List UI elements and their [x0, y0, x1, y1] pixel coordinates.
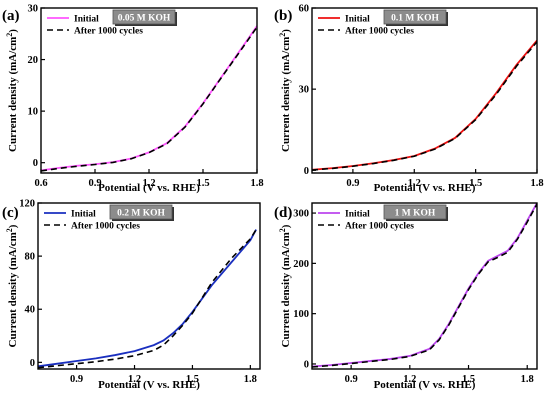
series-line-initial — [312, 39, 537, 171]
condition-label: 1 M KOH — [395, 209, 436, 219]
condition-label: 0.1 M KOH — [391, 14, 439, 24]
x-tick-label: 1.5 — [469, 178, 482, 189]
x-tick-label: 0.9 — [346, 178, 359, 189]
panel-label: (a) — [2, 8, 20, 24]
y-axis-label: Current density (mA/cm2) — [278, 224, 293, 347]
y-tick-label: 100 — [293, 309, 309, 320]
plot-frame — [311, 202, 538, 370]
panel-1: 0.9 1.2 1.5 1.8 0 30 60 Potential (V vs. RHE) Cu… — [274, 4, 544, 195]
panel-0: 0.6 0.9 1.2 1.5 1.8 0 10 20 30 Potential (V vs. R… — [2, 4, 264, 195]
series-line-after-cycles — [41, 26, 257, 172]
plot-frame — [37, 202, 261, 370]
x-tick-label: 0.9 — [345, 374, 358, 385]
series-line-after-cycles — [312, 41, 537, 171]
series-line-initial — [41, 25, 257, 172]
legend-entry: After 1000 cycles — [345, 27, 414, 37]
series-line-after-cycles — [312, 203, 537, 368]
y-tick-label: 40 — [25, 305, 36, 316]
panel-label: (d) — [274, 205, 292, 221]
y-tick-label: 120 — [19, 199, 35, 210]
x-tick-label: 1.8 — [530, 178, 543, 189]
panel-label: (b) — [274, 8, 292, 24]
y-tick-label: 0 — [304, 359, 309, 370]
condition-badge — [109, 204, 173, 220]
plot-frame — [311, 7, 538, 174]
x-axis-label: Potential (V vs. RHE) — [98, 182, 200, 194]
y-tick-label: 30 — [28, 4, 39, 15]
condition-badge — [112, 9, 176, 25]
x-tick-label: 0.9 — [88, 178, 101, 189]
y-tick-label: 20 — [28, 55, 39, 66]
x-tick-label: 1.5 — [196, 178, 209, 189]
condition-badge — [383, 204, 447, 220]
x-tick-label: 0.9 — [70, 374, 83, 385]
series-line-initial — [38, 229, 257, 368]
legend-entry: After 1000 cycles — [71, 222, 140, 232]
y-tick-label: 80 — [25, 252, 36, 263]
panel-label: (c) — [2, 205, 19, 221]
x-axis-label: Potential (V vs. RHE) — [374, 182, 476, 194]
panel-3: 0.9 1.2 1.5 1.8 0 100 200 300 Potential (V vs. R… — [274, 202, 538, 391]
legend-entry: Initial — [345, 210, 370, 220]
legend-entry: Initial — [74, 15, 99, 25]
y-tick-label: 60 — [299, 4, 310, 15]
y-tick-label: 0 — [30, 358, 35, 369]
x-tick-label: 1.2 — [128, 374, 141, 385]
y-axis-label: Current density (mA/cm2) — [278, 29, 293, 152]
y-tick-label: 10 — [28, 107, 39, 118]
condition-label: 0.05 M KOH — [118, 14, 171, 24]
y-tick-label: 0 — [304, 166, 309, 177]
series-line-after-cycles — [38, 229, 257, 369]
x-tick-label: 1.8 — [521, 374, 534, 385]
legend-entry: After 1000 cycles — [74, 27, 143, 37]
x-tick-label: 1.5 — [462, 374, 475, 385]
y-axis-label: Current density (mA/cm2) — [5, 29, 20, 152]
x-tick-label: 1.2 — [142, 178, 155, 189]
x-tick-label: 1.8 — [250, 178, 263, 189]
y-tick-label: 0 — [33, 158, 38, 169]
panel-2: 0.9 1.2 1.5 1.8 0 40 80 120 Potential (V vs. RHE… — [2, 199, 261, 391]
y-tick-label: 300 — [293, 209, 309, 220]
x-tick-label: 1.5 — [186, 374, 199, 385]
y-tick-label: 30 — [299, 85, 310, 96]
condition-label: 0.2 M KOH — [117, 209, 165, 219]
y-tick-label: 200 — [293, 259, 309, 270]
x-tick-label: 1.2 — [403, 374, 416, 385]
legend-entry: After 1000 cycles — [345, 222, 414, 232]
condition-badge — [383, 9, 447, 25]
x-axis-label: Potential (V vs. RHE) — [98, 379, 200, 391]
x-tick-label: 1.8 — [244, 374, 257, 385]
x-axis-label: Potential (V vs. RHE) — [374, 379, 476, 391]
y-axis-label: Current density (mA/cm2) — [5, 224, 20, 347]
x-tick-label: 0.6 — [34, 178, 47, 189]
x-tick-label: 1.2 — [408, 178, 421, 189]
legend-entry: Initial — [345, 15, 370, 25]
legend-entry: Initial — [71, 210, 96, 220]
